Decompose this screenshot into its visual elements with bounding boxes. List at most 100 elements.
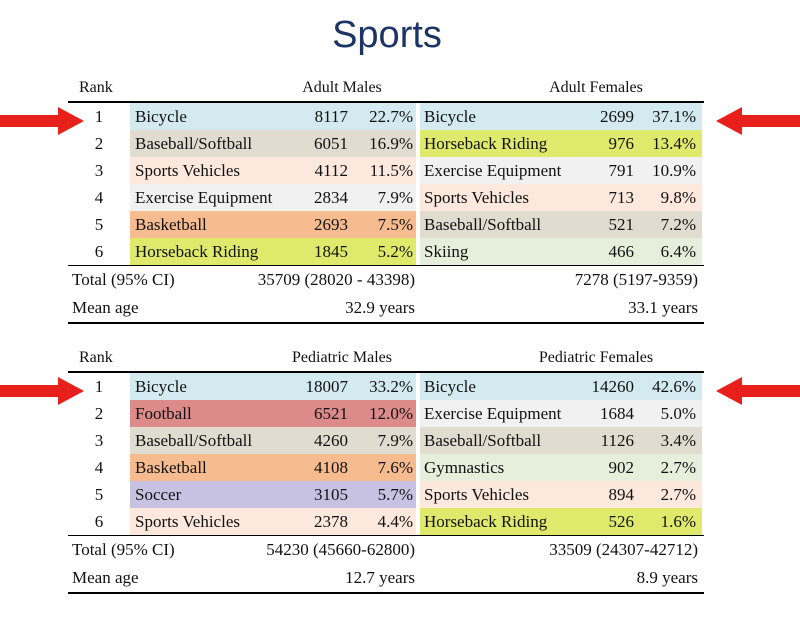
injury-percent: 5.2% [377,242,413,261]
sport-name: Horseback Riding [424,134,548,153]
female-sport-cell: Bicycle 2699 37.1% [420,103,702,130]
sport-name: Bicycle [135,377,187,396]
female-group-header: Adult Females [549,79,643,96]
table-row: 1 Bicycle 8117 22.7% Bicycle 2699 37.1% [68,103,704,130]
sport-name: Bicycle [424,377,476,396]
sport-name: Horseback Riding [424,512,548,531]
injury-percent: 13.4% [652,134,696,153]
table-row: 3 Baseball/Softball 4260 7.9% Baseball/Softb… [68,427,704,454]
male-sport-cell: Exercise Equipment 2834 7.9% [130,184,416,211]
rank-cell: 6 [94,512,104,531]
rank-cell: 3 [94,431,104,450]
rank-cell: 5 [94,215,104,234]
table-row: 2 Football 6521 12.0% Exercise Equipment 1684… [68,400,704,427]
rank-header: Rank [79,79,113,96]
rank-cell: 2 [94,134,104,153]
table-row: 4 Basketball 4108 7.6% Gymnastics 902 2.7% [68,454,704,481]
injury-count: 4112 [314,161,348,180]
injury-percent: 2.7% [660,458,696,477]
sport-name: Exercise Equipment [424,404,562,423]
sport-name: Skiing [424,242,469,261]
injury-percent: 16.9% [369,134,413,153]
female-sport-cell: Baseball/Softball 521 7.2% [420,211,702,238]
table-header: Rank Adult Males Adult Females [68,77,704,101]
male-group-header: Pediatric Males [292,349,392,366]
table-row: 3 Sports Vehicles 4112 11.5% Exercise Equipm… [68,157,704,184]
total-row: Total (95% CI) 35709 (28020 - 43398) 727… [68,266,704,294]
rank-cell: 1 [94,377,104,396]
male-sport-cell: Basketball 2693 7.5% [130,211,416,238]
injury-percent: 7.9% [377,431,413,450]
female-sport-cell: Gymnastics 902 2.7% [420,454,702,481]
table-row: 1 Bicycle 18007 33.2% Bicycle 14260 42.6% [68,373,704,400]
female-sport-cell: Baseball/Softball 1126 3.4% [420,427,702,454]
injury-count: 18007 [305,377,349,396]
header-rule [68,101,704,103]
injury-percent: 5.0% [660,404,696,423]
right-arrow-icon [716,107,800,135]
table-row: 2 Baseball/Softball 6051 16.9% Horseback Rid… [68,130,704,157]
adult-injury-table: Rank Adult Males Adult Females 1 Bicycle 8… [68,77,704,324]
injury-count: 2693 [314,215,348,234]
rank-cell: 2 [94,404,104,423]
male-sport-cell: Sports Vehicles 2378 4.4% [130,508,416,535]
injury-count: 1845 [314,242,348,261]
sport-name: Baseball/Softball [135,431,253,450]
header-rule [68,371,704,373]
sport-name: Football [135,404,192,423]
injury-count: 4108 [314,458,348,477]
rank-cell: 4 [94,458,104,477]
female-sport-cell: Horseback Riding 526 1.6% [420,508,702,535]
injury-count: 6051 [314,134,348,153]
rank-cell: 4 [94,188,104,207]
female-sport-cell: Horseback Riding 976 13.4% [420,130,702,157]
female-mean-age: 8.9 years [636,568,698,587]
male-sport-cell: Bicycle 8117 22.7% [130,103,416,130]
mean-age-label: Mean age [72,298,139,317]
male-sport-cell: Basketball 4108 7.6% [130,454,416,481]
mean-age-row: Mean age 32.9 years 33.1 years [68,294,704,322]
left-arrow-icon [0,377,84,405]
sport-name: Sports Vehicles [424,485,529,504]
injury-percent: 12.0% [369,404,413,423]
male-total: 35709 (28020 - 43398) [257,270,415,289]
mean-age-label: Mean age [72,568,139,587]
injury-count: 902 [608,458,635,477]
sport-name: Baseball/Softball [424,431,542,450]
injury-percent: 2.7% [660,485,696,504]
pediatric-injury-table: Rank Pediatric Males Pediatric Females 1… [68,347,704,594]
page-title: Sports [332,14,442,56]
female-sport-cell: Bicycle 14260 42.6% [420,373,702,400]
male-mean-age: 12.7 years [345,568,415,587]
injury-count: 4260 [314,431,348,450]
sport-name: Basketball [135,215,207,234]
female-mean-age: 33.1 years [628,298,698,317]
mean-age-row: Mean age 12.7 years 8.9 years [68,564,704,592]
injury-percent: 10.9% [652,161,696,180]
injury-count: 8117 [314,107,348,126]
injury-percent: 42.6% [652,377,696,396]
male-sport-cell: Football 6521 12.0% [130,400,416,427]
sport-name: Baseball/Softball [135,134,253,153]
right-arrow-icon [716,377,800,405]
injury-percent: 7.5% [377,215,413,234]
injury-count: 894 [608,485,635,504]
injury-percent: 9.8% [660,188,696,207]
sport-name: Baseball/Softball [424,215,542,234]
sport-name: Bicycle [135,107,187,126]
rank-cell: 5 [94,485,104,504]
injury-percent: 22.7% [369,107,413,126]
injury-count: 713 [608,188,635,207]
injury-count: 1684 [600,404,634,423]
total-row: Total (95% CI) 54230 (45660-62800) 33509… [68,536,704,564]
table-row: 5 Basketball 2693 7.5% Baseball/Softball 521 7… [68,211,704,238]
injury-count: 1126 [600,431,634,450]
body-rule [68,535,704,536]
footer-rule [68,592,704,594]
sport-name: Basketball [135,458,207,477]
total-label: Total (95% CI) [72,540,175,559]
sport-name: Sports Vehicles [135,161,240,180]
injury-count: 976 [608,134,635,153]
table-row: 4 Exercise Equipment 2834 7.9% Sports Vehicl… [68,184,704,211]
table-header: Rank Pediatric Males Pediatric Females [68,347,704,371]
